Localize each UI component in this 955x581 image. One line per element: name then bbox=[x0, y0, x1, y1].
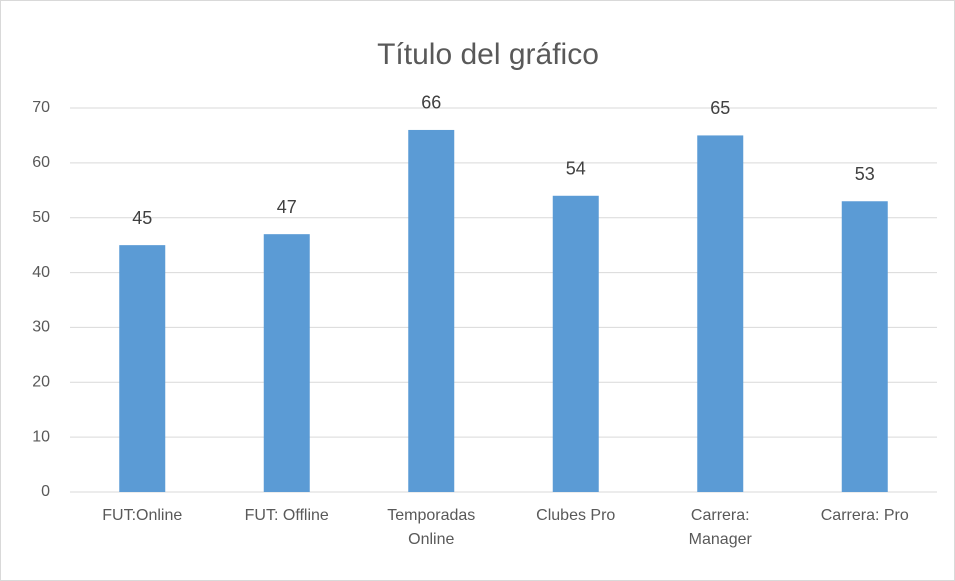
x-tick-label: Carrera: Manager bbox=[688, 507, 752, 548]
data-label: 65 bbox=[710, 98, 730, 118]
data-label: 45 bbox=[132, 208, 152, 228]
bar bbox=[552, 195, 599, 492]
y-tick-label: 70 bbox=[32, 99, 50, 116]
data-label: 66 bbox=[421, 93, 441, 113]
y-tick-label: 0 bbox=[41, 483, 50, 500]
y-tick-label: 20 bbox=[32, 374, 50, 391]
y-tick-label: 50 bbox=[32, 209, 50, 226]
data-label: 47 bbox=[277, 197, 297, 217]
x-tick-label: FUT:Online bbox=[102, 507, 183, 524]
data-label: 53 bbox=[855, 164, 875, 184]
x-tick-label: FUT: Offline bbox=[244, 507, 329, 524]
x-tick-label: Carrera: Pro bbox=[820, 507, 909, 524]
bar bbox=[697, 135, 744, 492]
x-tick-label: Clubes Pro bbox=[536, 507, 616, 524]
y-tick-label: 10 bbox=[32, 428, 50, 445]
x-tick-label: Temporadas Online bbox=[387, 507, 476, 548]
bar bbox=[408, 129, 455, 492]
bar bbox=[841, 201, 888, 492]
data-label: 54 bbox=[566, 159, 586, 179]
y-tick-label: 40 bbox=[32, 264, 50, 281]
chart-title: Título del gráfico bbox=[377, 38, 599, 71]
y-tick-label: 30 bbox=[32, 319, 50, 336]
y-tick-label: 60 bbox=[32, 154, 50, 171]
bar bbox=[119, 245, 166, 492]
bar bbox=[263, 234, 310, 492]
